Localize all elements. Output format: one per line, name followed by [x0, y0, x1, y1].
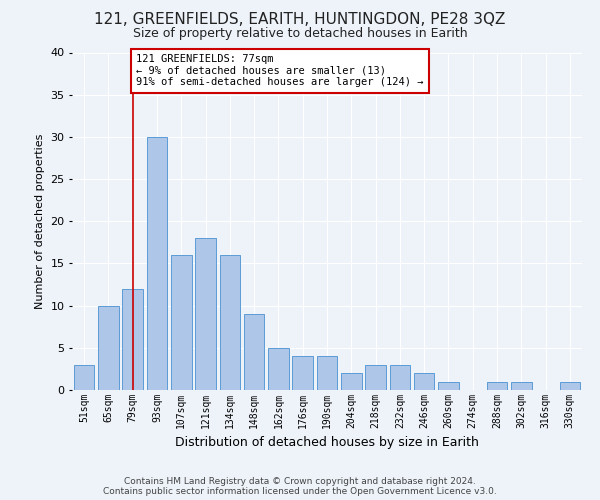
- Text: 121, GREENFIELDS, EARITH, HUNTINGDON, PE28 3QZ: 121, GREENFIELDS, EARITH, HUNTINGDON, PE…: [94, 12, 506, 28]
- Bar: [389, 364, 410, 390]
- Bar: [74, 364, 94, 390]
- Bar: [122, 289, 143, 390]
- Bar: [487, 382, 508, 390]
- Bar: [341, 373, 362, 390]
- Text: Contains HM Land Registry data © Crown copyright and database right 2024.
Contai: Contains HM Land Registry data © Crown c…: [103, 476, 497, 496]
- Bar: [244, 314, 265, 390]
- Bar: [146, 137, 167, 390]
- Bar: [560, 382, 580, 390]
- Bar: [171, 255, 191, 390]
- Bar: [317, 356, 337, 390]
- Bar: [220, 255, 240, 390]
- Bar: [268, 348, 289, 390]
- Bar: [292, 356, 313, 390]
- Bar: [195, 238, 216, 390]
- Bar: [438, 382, 459, 390]
- Bar: [414, 373, 434, 390]
- Bar: [98, 306, 119, 390]
- Text: 121 GREENFIELDS: 77sqm
← 9% of detached houses are smaller (13)
91% of semi-deta: 121 GREENFIELDS: 77sqm ← 9% of detached …: [136, 54, 424, 88]
- Bar: [365, 364, 386, 390]
- Text: Size of property relative to detached houses in Earith: Size of property relative to detached ho…: [133, 28, 467, 40]
- Y-axis label: Number of detached properties: Number of detached properties: [35, 134, 44, 309]
- Bar: [511, 382, 532, 390]
- X-axis label: Distribution of detached houses by size in Earith: Distribution of detached houses by size …: [175, 436, 479, 450]
